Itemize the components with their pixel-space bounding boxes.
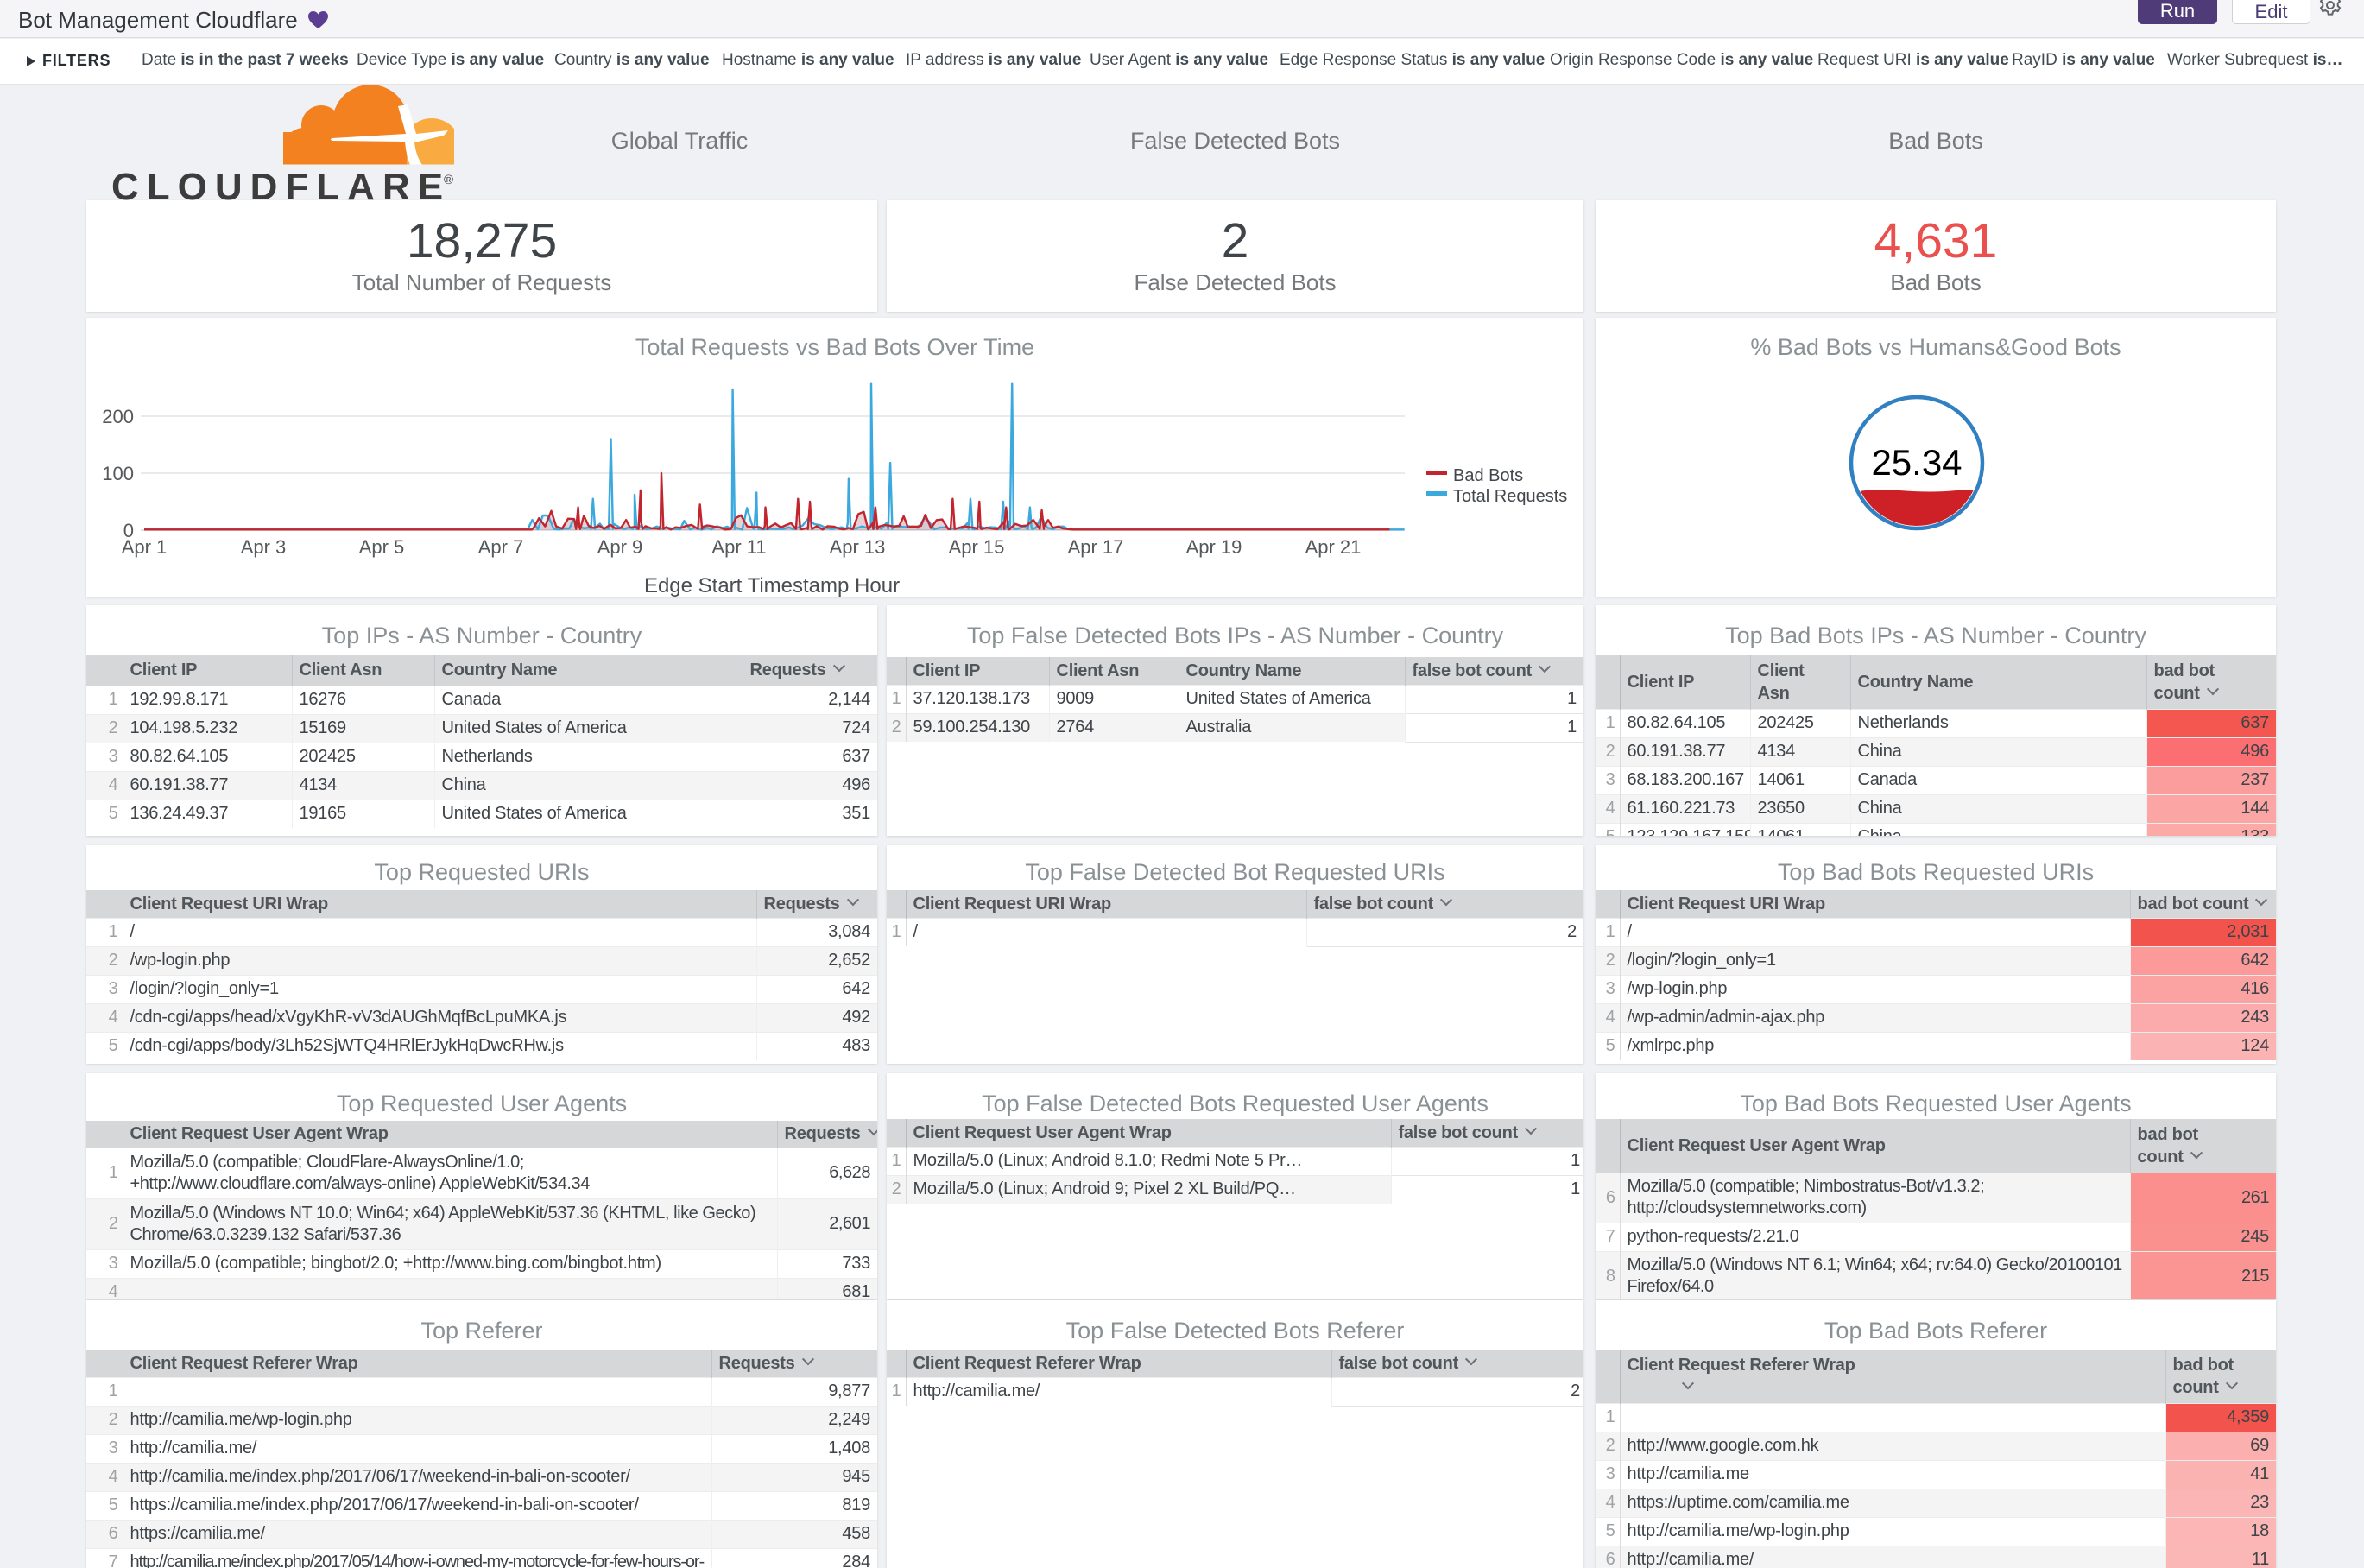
svg-text:Bad Bots: Bad Bots [1453,466,1523,485]
svg-text:Apr 9: Apr 9 [597,536,643,558]
svg-text:®: ® [444,173,453,187]
svg-text:Apr 13: Apr 13 [830,536,886,558]
svg-text:Apr 5: Apr 5 [359,536,405,558]
svg-text:Apr 21: Apr 21 [1305,536,1362,558]
svg-text:Apr 3: Apr 3 [241,536,287,558]
svg-text:Apr 7: Apr 7 [478,536,524,558]
svg-text:Apr 17: Apr 17 [1068,536,1124,558]
svg-text:Apr 15: Apr 15 [949,536,1005,558]
svg-text:100: 100 [102,463,134,484]
svg-text:Apr 19: Apr 19 [1186,536,1242,558]
svg-text:Total Requests: Total Requests [1453,487,1567,506]
svg-text:25.34: 25.34 [1871,442,1962,483]
svg-text:% Bad Bots vs Humans&Good Bots: % Bad Bots vs Humans&Good Bots [1750,334,2121,360]
svg-text:Apr 11: Apr 11 [711,536,766,558]
svg-text:200: 200 [102,406,134,427]
svg-text:Apr 1: Apr 1 [122,536,168,558]
svg-text:0: 0 [123,520,134,541]
svg-text:Edge Start Timestamp Hour: Edge Start Timestamp Hour [644,574,900,597]
svg-text:Total Requests vs Bad Bots Ove: Total Requests vs Bad Bots Over Time [635,334,1034,360]
